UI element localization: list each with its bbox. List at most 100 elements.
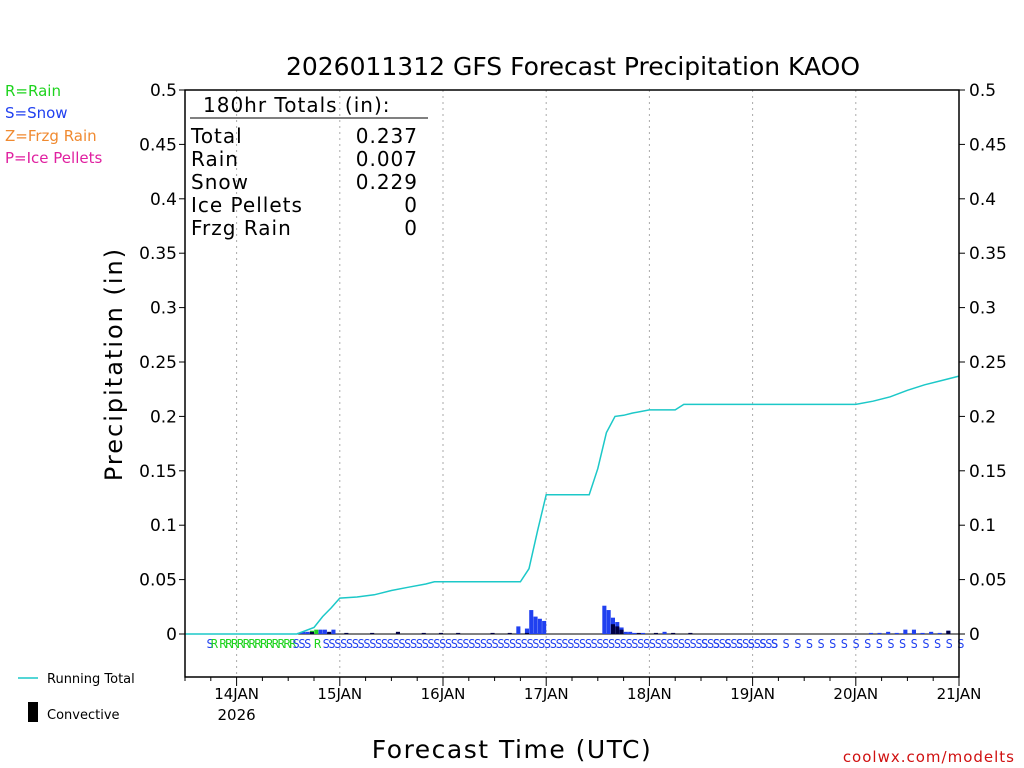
legend-key-snow: S=Snow — [5, 104, 68, 122]
convective-bar — [370, 632, 375, 634]
precip-bar-snow — [533, 616, 538, 634]
totals-ice-label: Ice Pellets — [191, 193, 303, 217]
precip-bar-snow — [920, 632, 925, 634]
convective-bar — [610, 624, 615, 634]
ptype-marker: RRRRRRRRRRRRR — [219, 637, 297, 651]
precip-bar-snow — [632, 632, 637, 634]
x-tick-label: 17JAN — [524, 685, 569, 703]
plot-frame — [184, 89, 960, 678]
y-tick-label-left: 0.1 — [150, 516, 177, 536]
precip-bar-snow — [662, 631, 667, 634]
precip-bars — [297, 605, 951, 634]
convective-label: Convective — [47, 708, 120, 723]
convective-bar — [421, 632, 426, 634]
y-tick-label-right: 0.4 — [969, 190, 996, 210]
legend-key-frzg-rain: Z=Frzg Rain — [5, 127, 97, 145]
totals-ice-value: 0 — [404, 193, 418, 217]
totals-rain-value: 0.007 — [356, 147, 418, 171]
precip-bar-snow — [641, 632, 646, 634]
convective-bar — [490, 632, 495, 634]
y-axis-left: 0 0.05 0.1 0.15 0.2 0.25 0.3 0.35 0.4 0.45 0.5 — [139, 81, 185, 645]
y-tick-label-left: 0.4 — [150, 190, 177, 210]
convective-bars — [309, 624, 951, 634]
precip-bar-snow — [623, 631, 628, 634]
convective-swatch — [28, 702, 38, 722]
convective-bar — [619, 629, 624, 634]
convective-bar — [395, 631, 400, 634]
precip-bar-snow — [331, 629, 336, 634]
x-axis-label: Forecast Time (UTC) — [372, 735, 652, 764]
y-tick-label-right: 0.45 — [969, 135, 1007, 155]
totals-frzg-label: Frzg Rain — [191, 216, 292, 240]
precip-bar-snow — [929, 631, 934, 634]
precip-bar-snow — [911, 629, 916, 634]
x-axis: 14JAN 2026 15JAN 16JAN 17JAN 18JAN 19JAN 20JAN 2… — [184, 677, 982, 724]
convective-bar — [327, 631, 332, 634]
y-tick-label-left: 0.2 — [150, 407, 177, 427]
precip-bar-snow — [903, 629, 908, 634]
y-tick-label-left: 0 — [166, 625, 177, 645]
x-tick-sublabel: 2026 — [218, 706, 256, 724]
y-tick-label-left: 0.05 — [139, 571, 177, 591]
ptype-marker: S — [207, 637, 214, 651]
convective-bar — [507, 632, 512, 634]
y-tick-label-left: 0.35 — [139, 244, 177, 264]
totals-frzg-value: 0 — [404, 216, 418, 240]
legend-key-ice-pellets: P=Ice Pellets — [5, 149, 103, 167]
y-tick-label-left: 0.3 — [150, 299, 177, 319]
precip-bar-snow — [886, 631, 891, 634]
y-tick-label-left: 0.5 — [150, 81, 177, 101]
y-tick-label-right: 0.15 — [969, 462, 1007, 482]
y-tick-label-right: 0 — [969, 625, 980, 645]
precip-bar-snow — [322, 629, 327, 634]
ptype-marker: S S S S S S S S S S S S S S S S S S S S … — [701, 637, 1024, 651]
ptype-marker: SSSSSSSSSSSSSSSSSSSSSSSSSSSSSSSSSSSSSSSS… — [323, 637, 778, 651]
ptype-marker: SSS — [293, 637, 312, 651]
precip-bar-snow — [318, 629, 323, 634]
convective-bar — [636, 632, 641, 634]
y-tick-label-right: 0.25 — [969, 353, 1007, 373]
precip-bar-snow — [628, 631, 633, 634]
chart-title: 2026011312 GFS Forecast Precipitation KA… — [286, 52, 860, 81]
precip-bar-snow — [537, 618, 542, 634]
precip-bar-snow — [524, 628, 529, 634]
y-tick-label-right: 0.2 — [969, 407, 996, 427]
y-axis-right: 0 0.05 0.1 0.15 0.2 0.25 0.3 0.35 0.4 0.45 0.5 — [959, 81, 1007, 645]
y-tick-label-left: 0.45 — [139, 135, 177, 155]
y-tick-label-left: 0.15 — [139, 462, 177, 482]
running-total-line — [185, 375, 960, 635]
precip-bar-snow — [606, 610, 611, 634]
convective-bar — [456, 632, 461, 634]
precip-bar-snow — [877, 632, 882, 634]
running-total-polyline — [185, 375, 960, 635]
ptype-marker: R — [314, 637, 322, 651]
x-tick-label: 18JAN — [627, 685, 672, 703]
totals-box: 180hr Totals (in): Total 0.237 Rain 0.00… — [190, 93, 428, 240]
convective-bar — [438, 632, 443, 634]
precip-bar-snow — [529, 610, 534, 634]
totals-total-label: Total — [190, 124, 243, 148]
legend-convective: Convective — [28, 702, 120, 723]
y-tick-label-right: 0.35 — [969, 244, 1007, 264]
precip-bar-snow — [516, 626, 521, 634]
totals-total-value: 0.237 — [356, 124, 418, 148]
totals-header: 180hr Totals (in): — [203, 93, 391, 117]
x-tick-label: 21JAN — [937, 685, 982, 703]
x-tick-label: 15JAN — [317, 685, 362, 703]
x-tick-label: 16JAN — [421, 685, 466, 703]
convective-bar — [309, 631, 314, 634]
chart-grid — [185, 90, 959, 677]
y-tick-label-right: 0.1 — [969, 516, 996, 536]
x-tick-label: 19JAN — [730, 685, 775, 703]
convective-bar — [615, 626, 620, 634]
legend-running-total: Running Total — [18, 672, 135, 687]
y-tick-label-right: 0.3 — [969, 299, 996, 319]
credit-text: coolwx.com/modelts — [843, 748, 1015, 766]
x-tick-label: 14JAN — [214, 685, 259, 703]
convective-bar — [653, 632, 658, 634]
totals-snow-label: Snow — [191, 170, 249, 194]
precip-bar-snow — [542, 620, 547, 634]
precip-bar-snow — [894, 632, 899, 634]
precip-bar-snow — [602, 605, 607, 634]
